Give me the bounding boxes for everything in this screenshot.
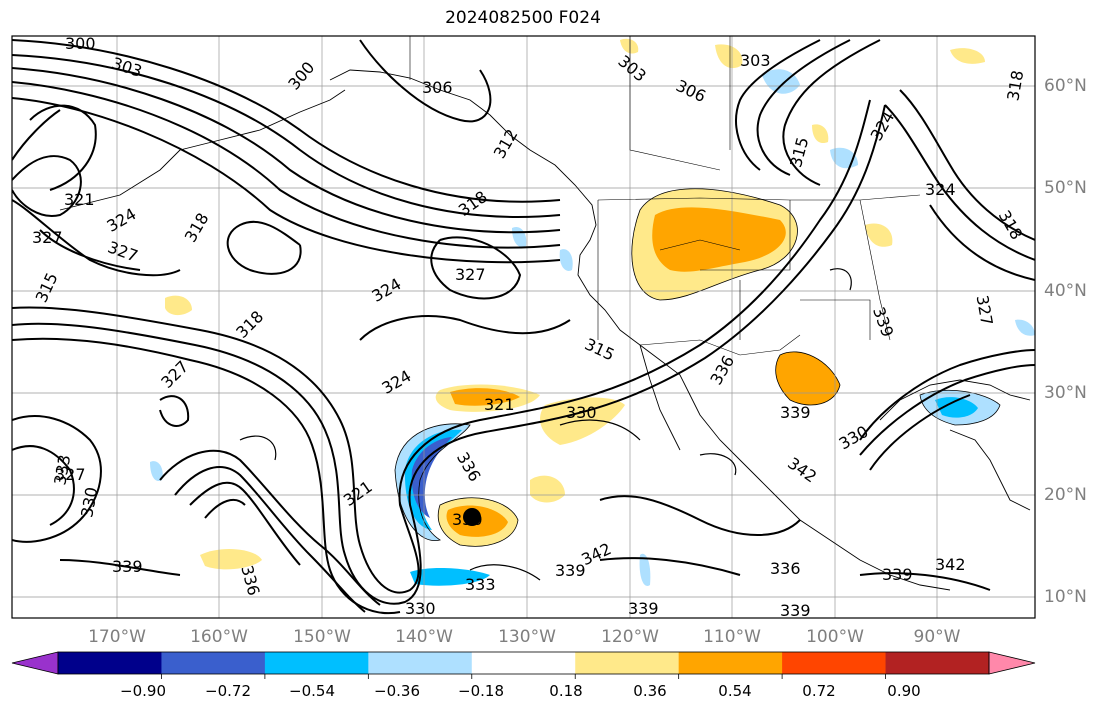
lon-label: 110°W — [703, 627, 761, 647]
contour-label: 327 — [55, 465, 86, 484]
contour-label: 327 — [157, 357, 192, 392]
map-title: 2024082500 F024 — [445, 8, 601, 28]
lat-label: 40°N — [1044, 281, 1087, 301]
colorbar-segment — [782, 652, 887, 674]
lon-label: 150°W — [293, 627, 351, 647]
contour-label: 321 — [484, 395, 515, 414]
map-frame — [11, 35, 1036, 619]
colorbar-segment — [885, 652, 990, 674]
shading-layer — [150, 38, 1035, 586]
contour-label: 306 — [422, 78, 453, 97]
contour-label: 315 — [32, 270, 62, 306]
lat-label: 30°N — [1044, 383, 1087, 403]
contour-label: 339 — [112, 557, 143, 576]
contour-label: 327 — [973, 294, 997, 327]
lon-label: 90°W — [913, 627, 961, 647]
contour-label: 336 — [706, 352, 738, 388]
colorbar-label: 0.18 — [549, 682, 583, 700]
theta-contours — [12, 39, 1035, 615]
contour-label: 303 — [110, 53, 145, 81]
graticule — [12, 36, 1035, 618]
contour-label: 315 — [786, 135, 812, 169]
lon-label: 170°W — [88, 627, 146, 647]
lon-label: 120°W — [601, 627, 659, 647]
colorbar-label: 0.36 — [633, 682, 667, 700]
contour-label: 336 — [770, 559, 801, 578]
lat-label: 20°N — [1044, 485, 1087, 505]
lat-label: 60°N — [1044, 76, 1087, 96]
lon-label: 130°W — [498, 627, 556, 647]
colorbar-segment — [368, 652, 473, 674]
colorbar-label: 0.90 — [887, 682, 921, 700]
lat-label: 10°N — [1044, 587, 1087, 607]
colorbar-segment — [678, 652, 783, 674]
contour-label: 339 — [780, 601, 811, 620]
contour-label: 330 — [452, 510, 483, 529]
colorbar-label: −0.72 — [205, 682, 251, 700]
contour-label: 324 — [104, 204, 140, 236]
lat-label: 50°N — [1044, 178, 1087, 198]
contour-label: 312 — [490, 126, 522, 162]
coastlines — [59, 69, 1031, 591]
contour-label: 306 — [673, 76, 709, 106]
lon-label: 100°W — [806, 627, 864, 647]
minor-contours — [239, 268, 852, 581]
contour-label: 339 — [628, 599, 659, 618]
contour-label: 303 — [614, 51, 650, 85]
contour-label: 318 — [181, 210, 213, 246]
colorbar-label: −0.36 — [374, 682, 420, 700]
contour-label: 318 — [995, 207, 1027, 243]
contour-label: 342 — [784, 453, 820, 486]
contour-label: 315 — [582, 334, 618, 364]
contour-label: 336 — [237, 563, 263, 597]
contour-label: 303 — [740, 51, 771, 70]
contour-label: 321 — [340, 477, 376, 510]
contour-label: 327 — [32, 228, 63, 247]
colorbar-segment — [471, 652, 576, 674]
contour-label: 339 — [882, 565, 913, 584]
lon-label: 160°W — [190, 627, 248, 647]
contour-label: 327 — [105, 237, 140, 265]
colorbar-segment — [264, 652, 369, 674]
contour-label: 342 — [935, 555, 966, 574]
contour-label: 327 — [455, 265, 486, 284]
contour-label: 330 — [77, 486, 101, 519]
contour-label: 300 — [284, 58, 318, 94]
contour-label: 330 — [405, 599, 436, 618]
colorbar-segment — [575, 652, 680, 674]
colorbar-extend-max — [988, 651, 1036, 675]
contour-label: 324 — [369, 274, 405, 306]
colorbar-label: 0.54 — [718, 682, 752, 700]
colorbar — [11, 651, 1036, 679]
contour-label: 339 — [780, 403, 811, 422]
lon-label: 140°W — [395, 627, 453, 647]
colorbar-extend-min — [11, 651, 59, 675]
contour-label: 336 — [453, 449, 485, 485]
contour-label: 318 — [1003, 69, 1027, 102]
contour-label: 333 — [465, 575, 496, 594]
colorbar-label: −0.90 — [120, 682, 166, 700]
contour-label: 330 — [566, 403, 597, 422]
colorbar-frame — [57, 651, 990, 675]
colorbar-label: −0.18 — [458, 682, 504, 700]
contour-label: 318 — [232, 307, 267, 342]
contour-label: 339 — [555, 561, 586, 580]
contour-label: 321 — [64, 190, 95, 209]
storm-center-marker — [463, 508, 481, 526]
colorbar-label: −0.54 — [289, 682, 335, 700]
contour-label: 300 — [65, 34, 96, 53]
colorbar-label: 0.72 — [802, 682, 836, 700]
contour-label: 324 — [925, 180, 956, 199]
borders — [409, 36, 921, 356]
contour-label: 339 — [869, 304, 897, 339]
colorbar-segment — [161, 652, 266, 674]
colorbar-segment — [58, 652, 162, 674]
